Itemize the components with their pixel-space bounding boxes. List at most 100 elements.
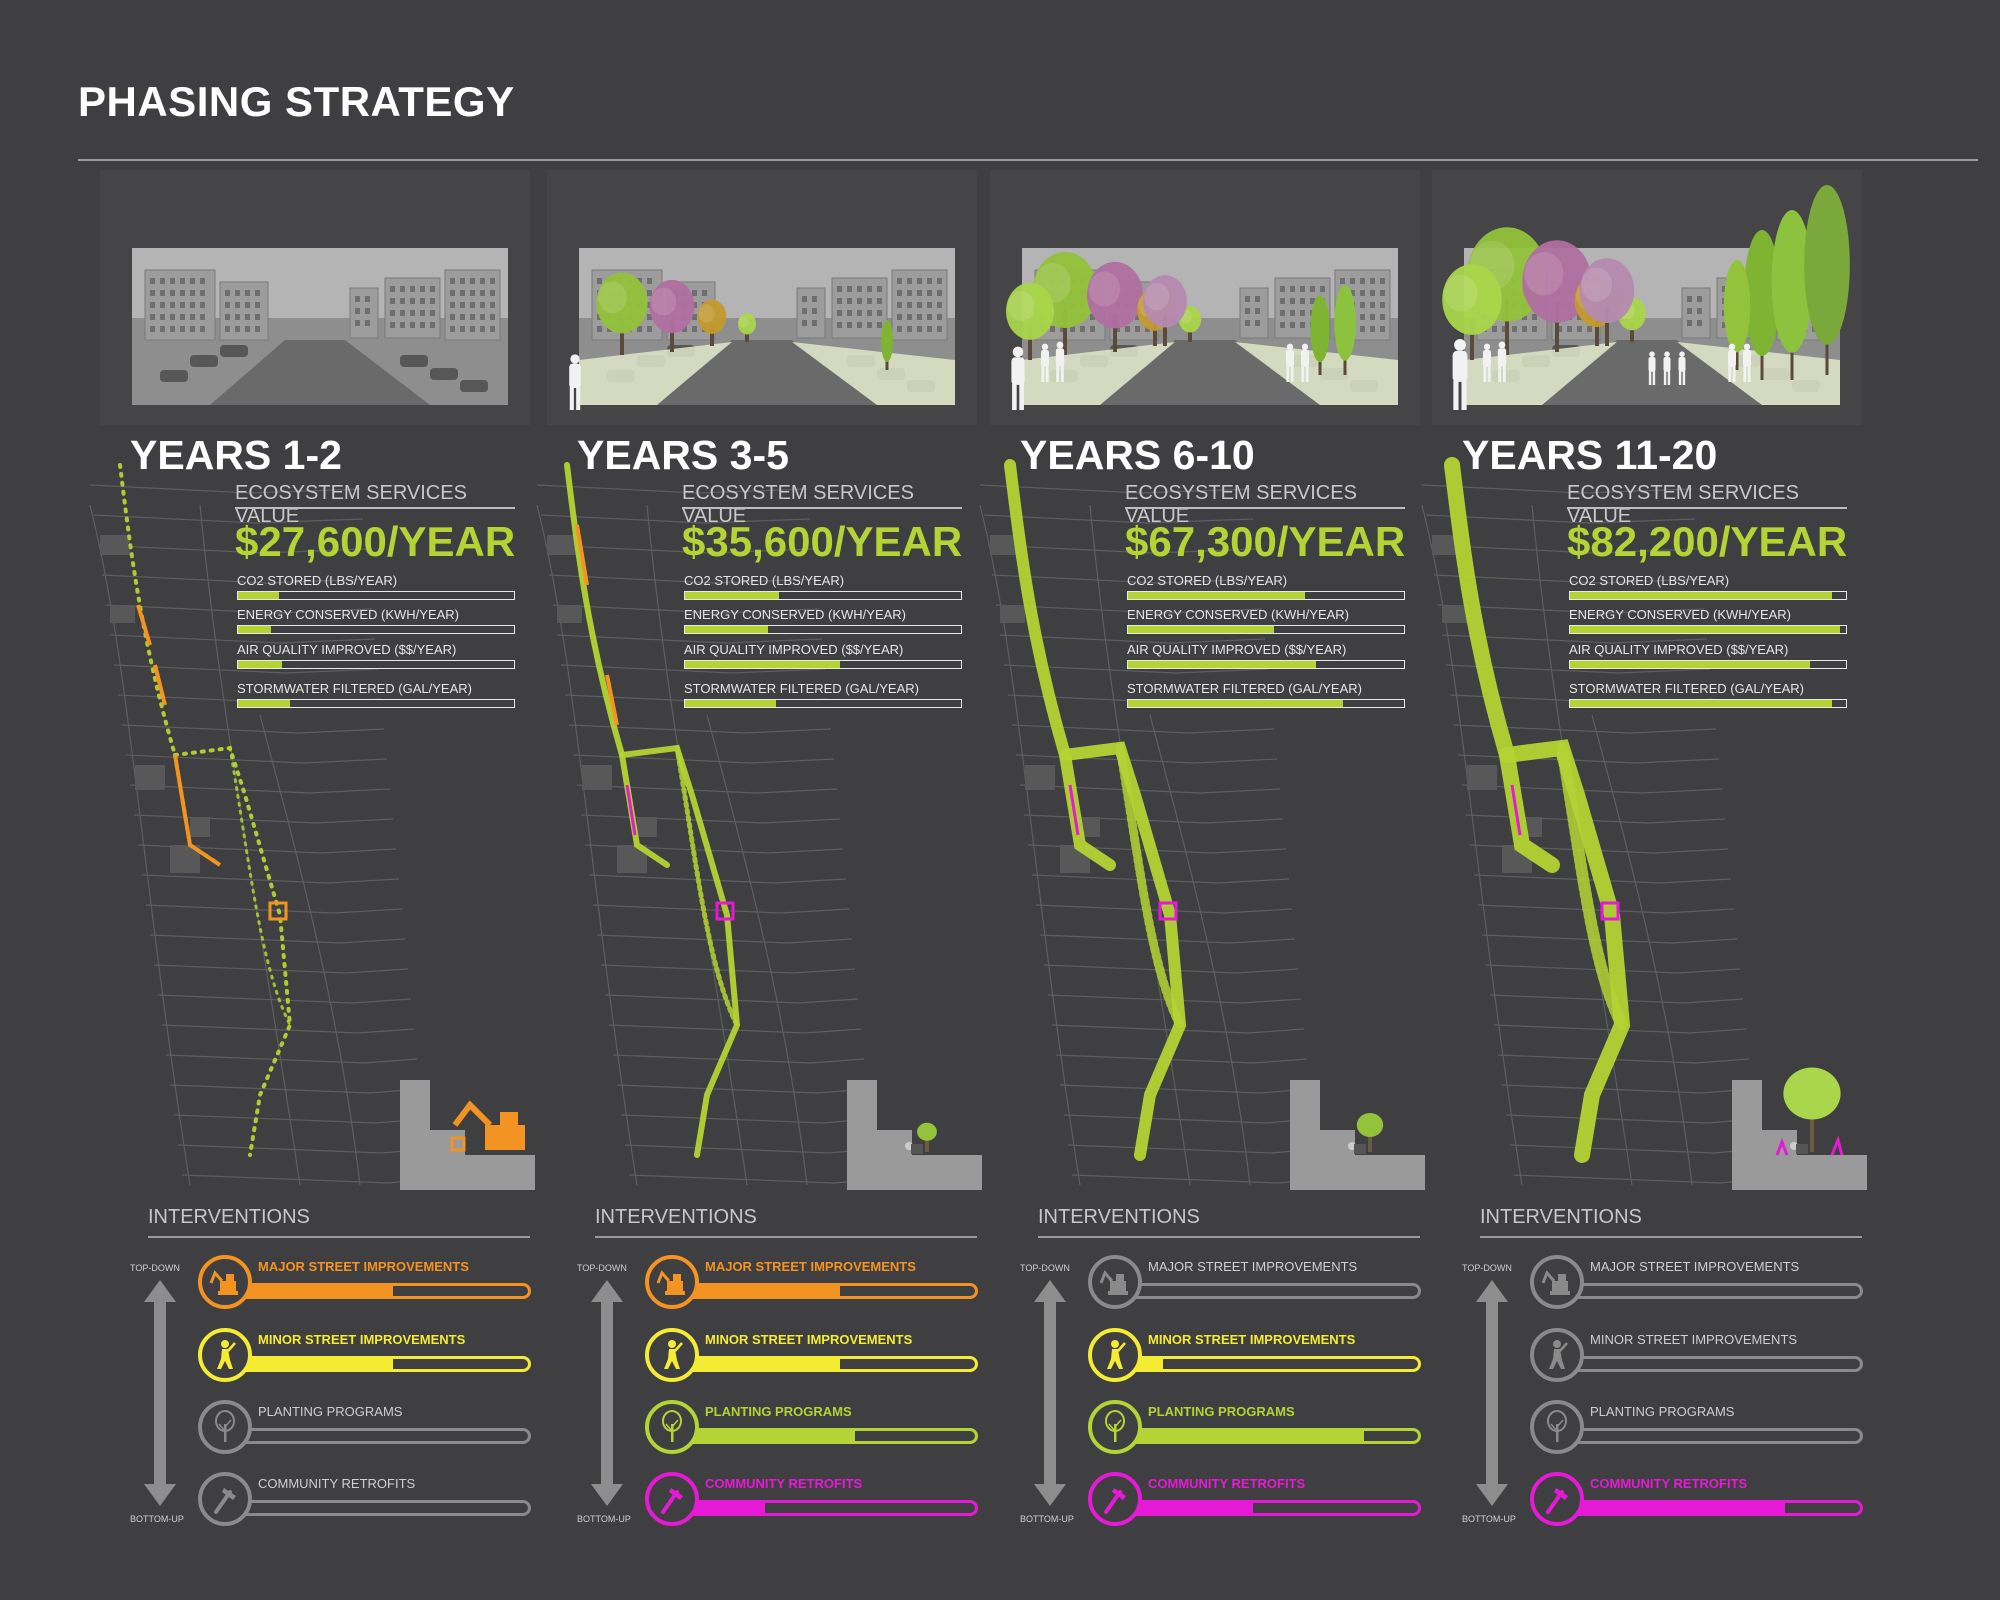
intervention-progress-bar [1560,1500,1863,1516]
major-street-segment [575,524,589,586]
hammer-icon [1104,1488,1126,1514]
intervention-progress-bar [675,1428,978,1444]
ecosystem-services-heading: ECOSYSTEM SERVICES VALUE [1567,482,1799,527]
green-corridor [173,745,293,1157]
phase-label: YEARS 6-10 [1020,432,1255,478]
intervention-icon-circle [1530,1328,1584,1382]
intervention-row: COMMUNITY RETROFITS [645,1472,985,1528]
ecosystem-value: $82,200/YEAR [1567,518,1848,565]
ecosystem-divider [1125,507,1405,509]
car [220,345,248,357]
green-corridor [564,462,670,868]
metric-progress-fill [1570,661,1811,668]
road [657,340,877,405]
green-corridor [228,746,292,1027]
intervention-label: PLANTING PROGRAMS [258,1404,403,1419]
site-plan-map [536,462,877,1186]
road [1542,340,1762,405]
excavator-icon [1099,1270,1128,1295]
intervention-label: MAJOR STREET IMPROVEMENTS [705,1259,916,1274]
site-plan-map [1421,457,1762,1186]
intervention-icon-circle [645,1255,699,1309]
metric-item: ENERGY CONSERVED (KWH/YEAR) [1569,607,1847,634]
double-arrow-icon [1476,1280,1508,1506]
metric-label: CO2 STORED (LBS/YEAR) [1127,573,1288,588]
intervention-label: MAJOR STREET IMPROVEMENTS [1148,1259,1358,1274]
green-corridor [1556,742,1628,1031]
major-street-segment [173,754,222,867]
car [190,355,218,367]
phase-label: YEARS 11-20 [1462,432,1718,478]
excavator-icon [209,1270,238,1295]
metric-progress-bar [1127,591,1405,600]
pedestrian-icon [1678,351,1686,385]
intervention-label: COMMUNITY RETROFITS [258,1476,416,1491]
metric-progress-fill [685,661,840,668]
building-block [1442,605,1467,623]
top-down-label: TOP-DOWN [1462,1263,1512,1273]
metric-progress-fill [685,592,779,599]
metric-progress-fill [1570,626,1841,633]
metric-item: STORMWATER FILTERED (GAL/YEAR) [684,681,962,708]
tree-icon [1442,264,1502,360]
pedestrian-icon [1743,343,1751,382]
green-corridor [1004,459,1116,871]
retrofit-square [1600,901,1620,921]
intervention-label: COMMUNITY RETROFITS [705,1476,863,1491]
phase-column: YEARS 1-2 ECOSYSTEM SERVICES VALUE $27,600… [89,0,560,1600]
top-down-label: TOP-DOWN [130,1263,180,1273]
intervention-row: PLANTING PROGRAMS [1530,1400,1870,1456]
intervention-progress-bar [675,1283,978,1299]
interventions-divider [148,1236,530,1238]
green-corridor [118,463,222,867]
tree-icon [1087,261,1143,352]
metric-progress-bar [684,591,962,600]
intervention-icon-circle [1088,1255,1142,1309]
excavator-icon [656,1270,685,1295]
intervention-progress-bar [228,1356,531,1372]
double-arrow-icon [144,1280,176,1506]
retrofit-square [715,901,735,921]
cypress-tree-icon [1804,185,1850,375]
metric-label: STORMWATER FILTERED (GAL/YEAR) [1127,681,1362,696]
building-block [190,817,210,837]
cypress-tree-icon [1723,260,1751,370]
interventions-heading: INTERVENTIONS [148,1206,310,1228]
building-block [110,605,135,623]
intervention-icon-circle [1088,1400,1142,1454]
metric-item: CO2 STORED (LBS/YEAR) [237,573,515,600]
phase-label: YEARS 3-5 [577,432,789,478]
tree-icon [1143,275,1187,346]
metric-progress-bar [684,625,962,634]
intervention-row: PLANTING PROGRAMS [198,1400,538,1456]
worker-icon [217,1340,236,1369]
intervention-label: PLANTING PROGRAMS [1148,1404,1295,1419]
intervention-label: MAJOR STREET IMPROVEMENTS [1590,1259,1800,1274]
intervention-row: MINOR STREET IMPROVEMENTS [1088,1328,1428,1384]
intervention-icon-circle [1530,1255,1584,1309]
interventions-heading: INTERVENTIONS [595,1206,757,1228]
green-corridor [1444,457,1560,873]
metric-progress-bar [1569,591,1847,600]
metric-progress-fill [1570,700,1833,707]
building-block [990,535,1020,555]
intervention-progress-bar [1560,1356,1863,1372]
planting-site-icon [1732,1067,1867,1190]
intervention-progress-fill [1118,1359,1163,1369]
metric-progress-bar [1127,699,1405,708]
top-down-label: TOP-DOWN [577,1263,627,1273]
metric-progress-bar [1569,699,1847,708]
intervention-progress-bar [1118,1356,1421,1372]
phase-column: YEARS 11-20 ECOSYSTEM SERVICES VALUE $82,2… [1421,0,1892,1600]
green-corridor [1499,739,1631,1163]
metric-label: CO2 STORED (LBS/YEAR) [684,573,845,588]
metric-label: CO2 STORED (LBS/YEAR) [237,573,398,588]
planting-site-icon [1290,1080,1425,1190]
metric-item: ENERGY CONSERVED (KWH/YEAR) [237,607,515,634]
building-block [637,817,657,837]
retrofit-segment [1510,784,1522,836]
interventions-divider [1480,1236,1862,1238]
metric-progress-fill [238,592,280,599]
metric-label: AIR QUALITY IMPROVED ($$/YEAR) [1127,642,1347,657]
intervention-progress-fill [675,1503,765,1513]
